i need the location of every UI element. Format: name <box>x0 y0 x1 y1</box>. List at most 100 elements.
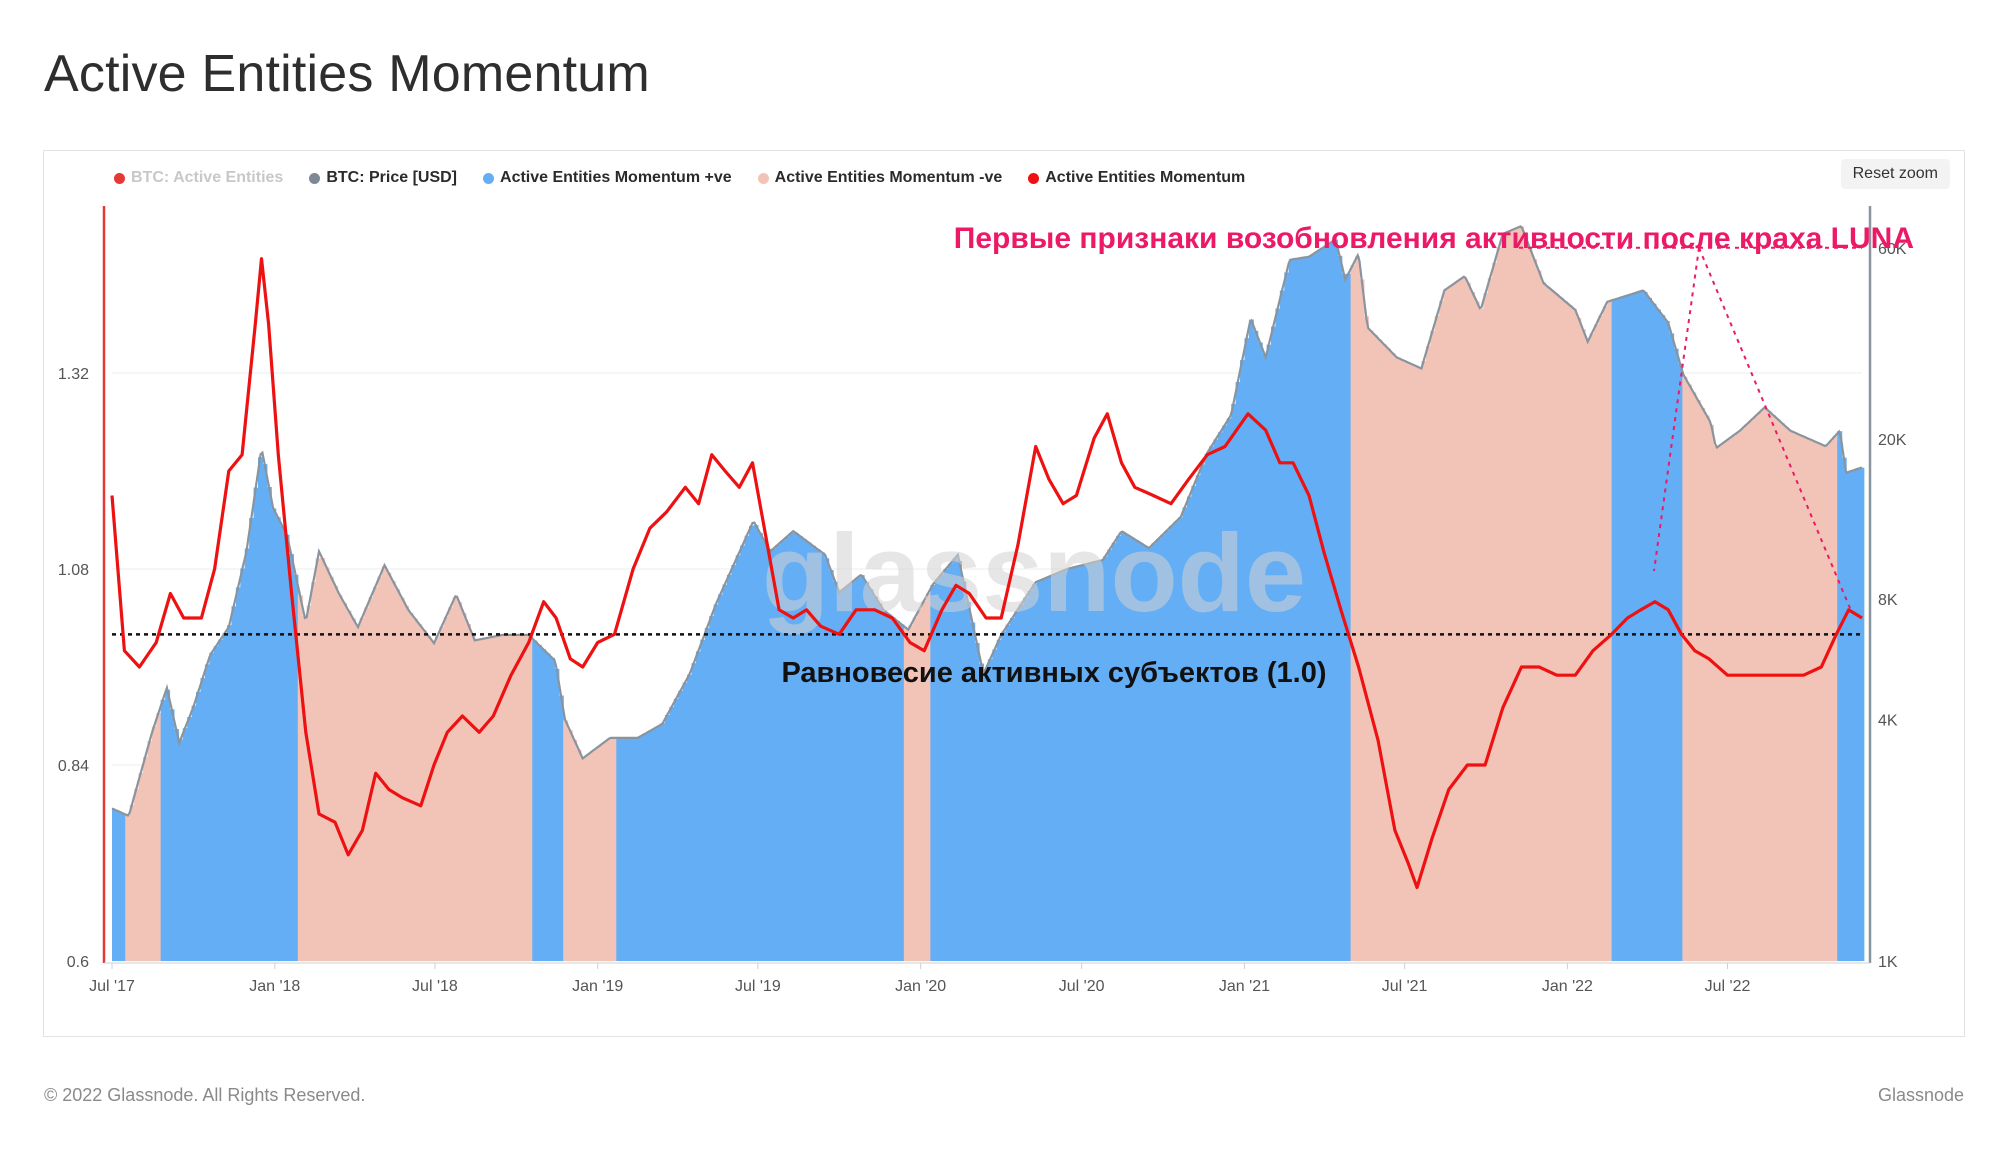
momentum-bar <box>297 595 303 961</box>
legend-item-price[interactable]: BTC: Price [USD] <box>309 169 457 187</box>
momentum-bar <box>240 568 246 961</box>
momentum-bar <box>1629 294 1635 961</box>
momentum-bar <box>1717 445 1723 961</box>
momentum-bar <box>390 580 396 961</box>
momentum-bar <box>1562 301 1568 962</box>
momentum-bar <box>1394 357 1400 961</box>
legend-item-active-entities[interactable]: BTC: Active Entities <box>114 169 283 187</box>
y-left-tick-label: 1.08 <box>58 562 89 579</box>
momentum-bar <box>1213 439 1219 961</box>
momentum-bar <box>209 652 215 961</box>
momentum-bar <box>1040 579 1046 961</box>
momentum-bar <box>1620 296 1626 961</box>
x-tick-label: Jul '17 <box>89 978 135 995</box>
momentum-bar <box>735 555 741 961</box>
momentum-bar <box>501 634 507 961</box>
momentum-bar <box>664 715 670 961</box>
momentum-bar <box>426 635 432 961</box>
legend-label: Active Entities Momentum <box>1045 169 1246 186</box>
momentum-bar <box>669 706 675 961</box>
momentum-bar <box>1501 233 1507 962</box>
momentum-bar <box>1368 330 1374 961</box>
momentum-bar <box>1306 256 1312 961</box>
momentum-bar <box>461 613 467 961</box>
momentum-bar <box>952 558 958 961</box>
equilibrium-label: Равновесие активных субъектов (1.0) <box>781 657 1326 689</box>
momentum-bar <box>1266 344 1272 961</box>
momentum-bar <box>837 592 843 961</box>
momentum-bar <box>886 613 892 961</box>
momentum-bar <box>1523 236 1529 961</box>
legend-marker-dot-icon <box>309 172 321 184</box>
momentum-bar <box>1784 427 1790 961</box>
momentum-bar <box>1744 424 1750 961</box>
momentum-bar <box>408 612 414 961</box>
momentum-bar <box>992 649 998 961</box>
momentum-bar <box>280 525 286 961</box>
momentum-bar <box>850 581 856 961</box>
x-tick-label: Jul '22 <box>1705 978 1751 995</box>
momentum-bar <box>864 582 870 961</box>
momentum-bar <box>227 625 233 961</box>
momentum-bar <box>120 813 126 961</box>
reset-zoom-button[interactable]: Reset zoom <box>1840 159 1950 189</box>
momentum-bar <box>970 622 976 961</box>
momentum-bar <box>1775 419 1781 961</box>
momentum-bar <box>1080 564 1086 961</box>
chart-container: BTC: Active Entities BTC: Price [USD] Ac… <box>43 150 1965 1037</box>
momentum-bar <box>510 634 516 961</box>
momentum-bar <box>1801 436 1807 962</box>
momentum-bar <box>687 674 693 961</box>
momentum-bar <box>903 627 909 961</box>
momentum-bar <box>1456 280 1462 961</box>
momentum-bar <box>200 678 206 961</box>
momentum-bar <box>1111 542 1117 961</box>
momentum-bar <box>1580 329 1586 961</box>
momentum-bar <box>1434 315 1440 961</box>
momentum-bar <box>457 602 463 961</box>
momentum-bar <box>182 728 188 961</box>
momentum-bar <box>1164 530 1170 961</box>
legend-item-momentum-positive[interactable]: Active Entities Momentum +ve <box>483 169 732 187</box>
momentum-bar <box>1447 286 1453 961</box>
brand-link[interactable]: Glassnode <box>1877 1085 1964 1105</box>
legend-item-momentum-negative[interactable]: Active Entities Momentum -ve <box>757 169 1002 187</box>
momentum-bar <box>1509 229 1515 961</box>
momentum-bar <box>925 593 931 961</box>
momentum-bar <box>616 737 622 961</box>
momentum-bar <box>293 574 299 961</box>
momentum-bar <box>1753 416 1759 961</box>
legend-item-momentum[interactable]: Active Entities Momentum <box>1028 169 1245 187</box>
momentum-bar <box>1686 384 1692 961</box>
momentum-bar <box>722 584 728 961</box>
momentum-bar <box>284 534 290 961</box>
momentum-bar <box>1377 339 1383 961</box>
momentum-bar <box>1518 226 1524 961</box>
momentum-bar <box>253 487 259 961</box>
momentum-bar <box>797 536 803 961</box>
momentum-bar <box>448 607 454 961</box>
momentum-bar <box>1005 624 1011 961</box>
momentum-bar <box>1191 485 1197 961</box>
momentum-bar <box>333 586 339 961</box>
y-left-tick-label: 0.84 <box>58 758 89 775</box>
momentum-bar <box>1496 247 1502 962</box>
momentum-bar <box>470 634 476 961</box>
momentum-bar <box>1837 431 1843 961</box>
momentum-bar <box>271 508 277 961</box>
momentum-bar <box>744 535 750 961</box>
momentum-bar <box>302 615 308 961</box>
momentum-bar <box>1328 242 1334 961</box>
momentum-bar <box>1770 415 1776 961</box>
momentum-bar <box>1045 577 1051 961</box>
momentum-bar <box>1240 360 1246 961</box>
momentum-bar <box>855 577 861 961</box>
momentum-bar <box>1651 303 1657 961</box>
momentum-bar <box>1806 438 1812 961</box>
momentum-bar <box>364 607 370 961</box>
momentum-bar <box>594 748 600 961</box>
chart-plot[interactable]: glassnode 0.6 0.84 1.08 1.32 1K 4K 8K 20K 60K Jul … <box>44 151 1964 1036</box>
momentum-bar <box>704 627 710 961</box>
momentum-bar <box>585 754 591 961</box>
momentum-bar <box>718 594 724 961</box>
